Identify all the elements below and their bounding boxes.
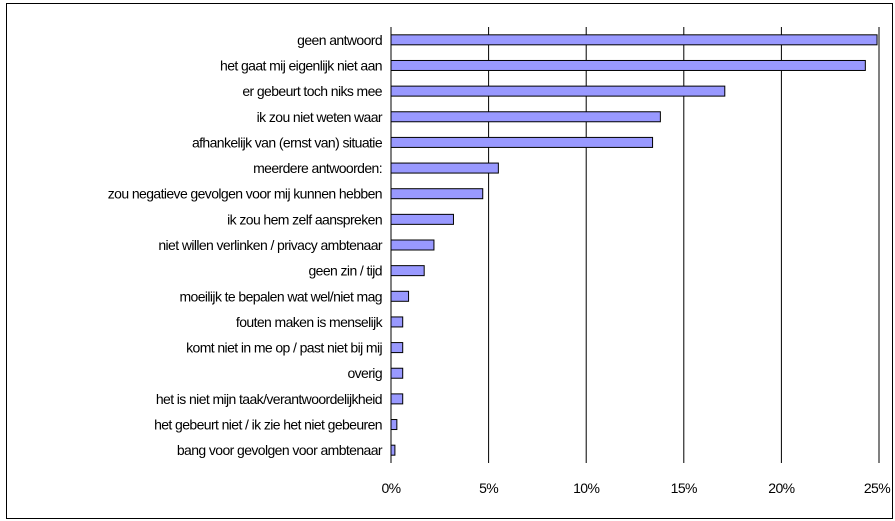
x-tick-label: 20% [768, 480, 794, 496]
bar [390, 316, 404, 328]
gridlines [488, 27, 880, 463]
category-label: moeilijk te bepalen wat wel/niet mag [179, 288, 382, 304]
x-tick-label: 15% [671, 480, 697, 496]
bar [390, 444, 396, 456]
category-label: ik zou niet weten waar [257, 109, 383, 125]
category-label: afhankelijk van (ernst van) situatie [192, 134, 383, 150]
category-labels: geen antwoord het gaat mij eigenlijk niet… [108, 32, 384, 458]
category-label: het is niet mijn taak/verantwoordelijkhe… [156, 391, 382, 407]
bar [390, 290, 410, 302]
x-tick-labels: 0% 5% 10% 15% 20% 25% [381, 480, 890, 496]
bar [390, 111, 661, 123]
bar [390, 213, 454, 225]
category-label: het gaat mij eigenlijk niet aan [220, 57, 382, 73]
bar [390, 85, 726, 97]
bar [390, 136, 654, 148]
x-tick-label: 10% [573, 480, 599, 496]
category-label: komt niet in me op / past niet bij mij [186, 340, 382, 356]
x-tick-label: 5% [479, 480, 498, 496]
bar [390, 393, 404, 405]
category-label: zou negatieve gevolgen voor mij kunnen h… [108, 186, 382, 202]
x-tick-label: 0% [381, 480, 400, 496]
category-label: meerdere antwoorden: [253, 160, 382, 176]
bar [390, 342, 404, 354]
category-label: er gebeurt toch niks mee [242, 83, 382, 99]
bar [390, 419, 398, 431]
x-tick-label: 25% [864, 480, 890, 496]
chart-frame: geen antwoord het gaat mij eigenlijk niet… [6, 3, 893, 519]
category-label: bang voor gevolgen voor ambtenaar [177, 442, 383, 458]
bar [390, 188, 484, 200]
category-label: het gebeurt niet / ik zie het niet gebeu… [154, 417, 382, 433]
category-label: niet willen verlinken / privacy ambtenaa… [158, 237, 383, 253]
bar [390, 162, 499, 174]
bar [390, 59, 866, 71]
category-label: fouten maken is menselijk [236, 314, 384, 330]
bars [390, 34, 878, 456]
bar [390, 239, 435, 251]
bar [390, 265, 425, 277]
bar [390, 34, 878, 46]
category-label: ik zou hem zelf aanspreken [227, 211, 382, 227]
category-label: overig [347, 365, 382, 381]
bar [390, 367, 404, 379]
category-label: geen antwoord [297, 32, 382, 48]
category-label: geen zin / tijd [309, 263, 383, 279]
bar-chart: geen antwoord het gaat mij eigenlijk niet… [108, 27, 891, 496]
